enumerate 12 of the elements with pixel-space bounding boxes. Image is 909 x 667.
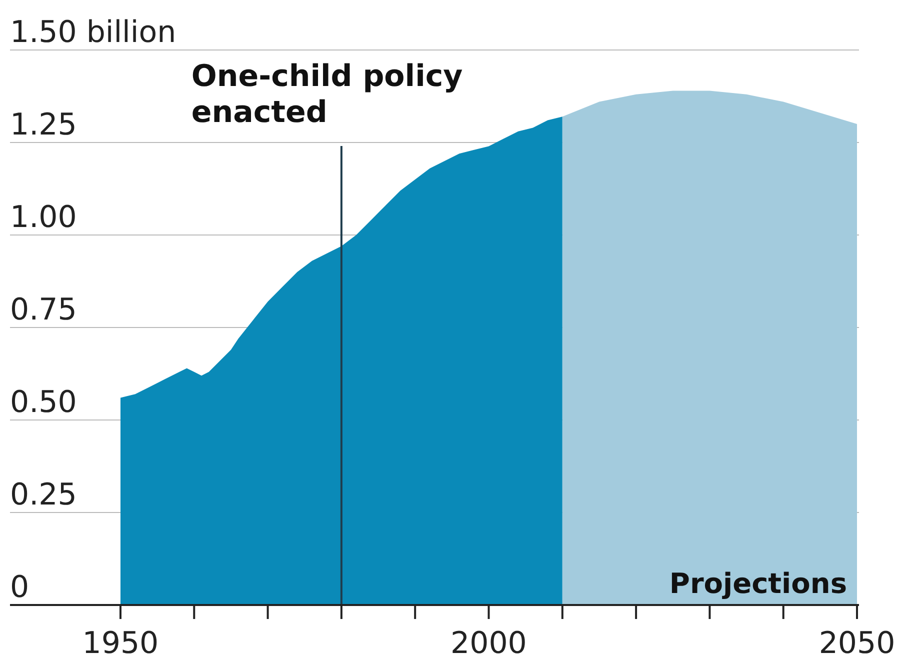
- y-tick-label: 0.25: [10, 478, 77, 512]
- y-tick-label: 1.25: [10, 108, 77, 142]
- y-tick-label: 0.50: [10, 385, 77, 420]
- y-tick-label: 0: [10, 570, 30, 605]
- y-tick-label: 1.00: [10, 200, 77, 235]
- series-label: Projections: [669, 567, 847, 600]
- x-tick-label: 2000: [450, 626, 527, 661]
- y-tick-label: 0.75: [10, 292, 77, 328]
- ref-line-label: One-child policy enacted: [191, 59, 464, 130]
- x-tick-label: 1950: [82, 626, 159, 661]
- y-tick-label: 1.50 billion: [10, 15, 176, 50]
- x-tick-label: 2050: [818, 626, 896, 661]
